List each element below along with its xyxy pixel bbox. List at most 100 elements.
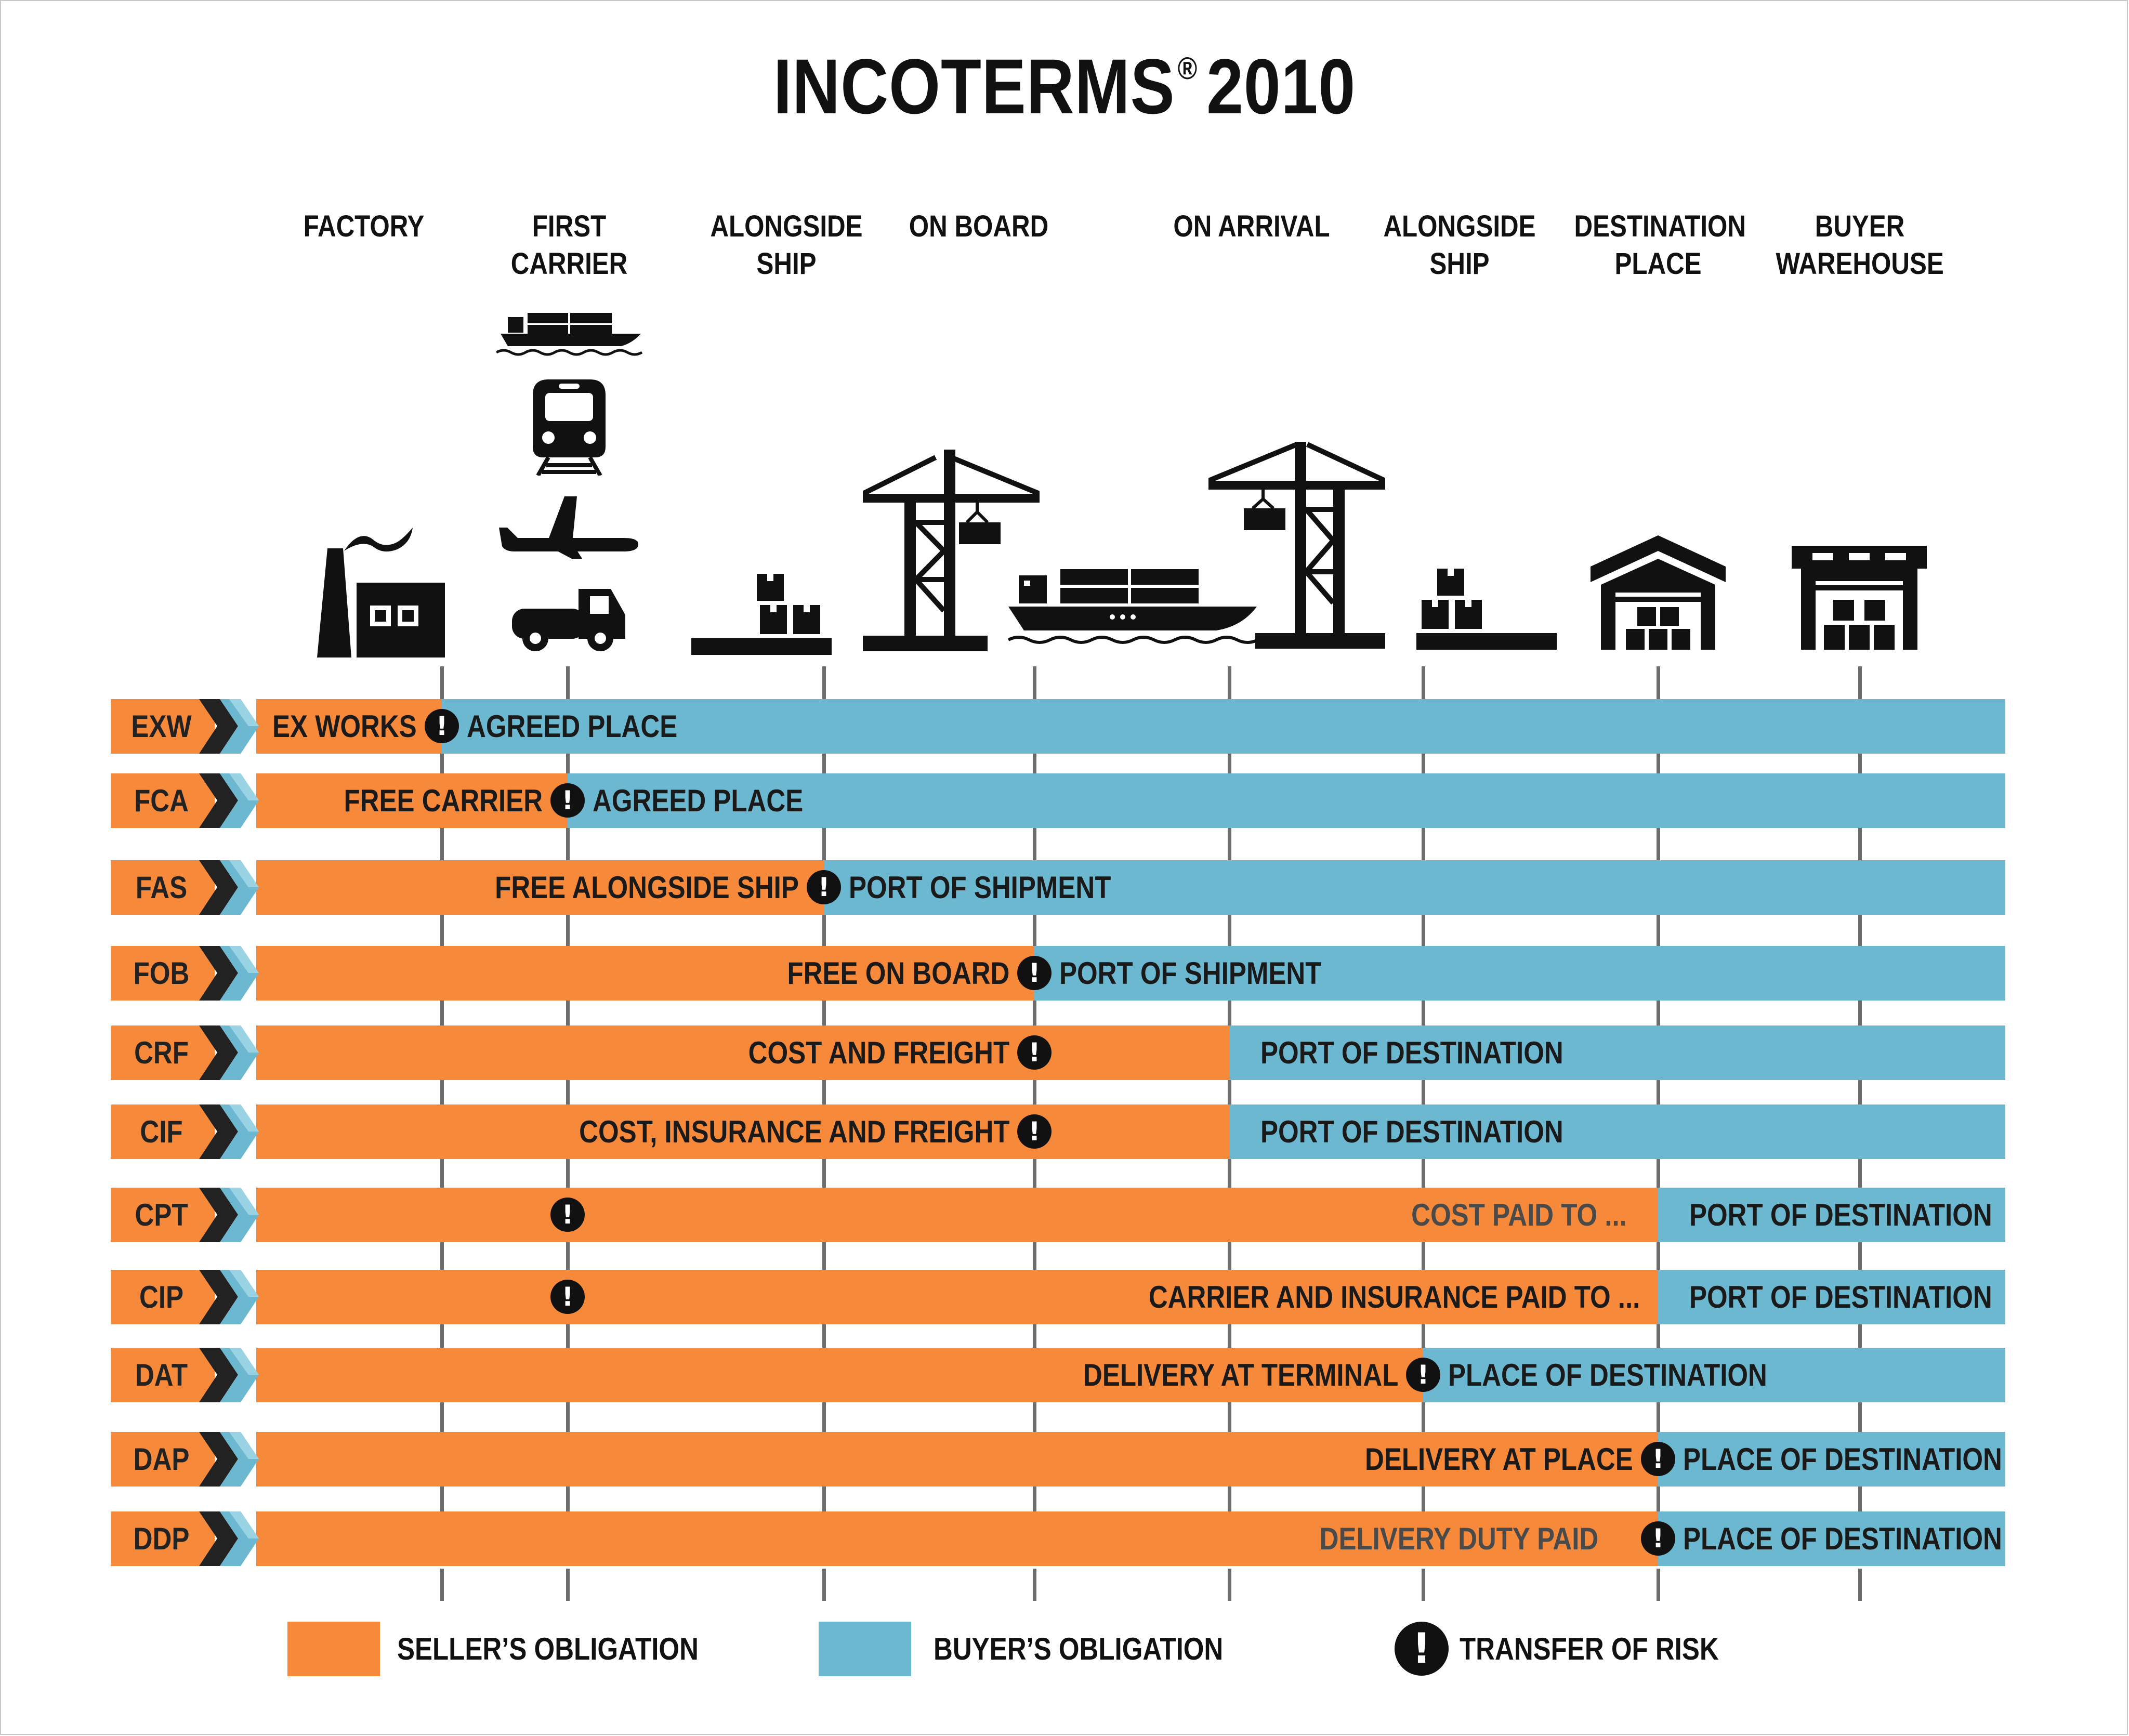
airplane-icon	[499, 496, 638, 559]
stage-tick	[1033, 1080, 1036, 1104]
stage-tick	[1033, 1487, 1036, 1511]
buyer-obligation-bar	[442, 699, 2005, 754]
incoterm-row-fca: FCA FREE CARRIER AGREED PLACE!	[111, 773, 2005, 828]
stage-tick	[440, 1569, 444, 1601]
legend-risk-icon: !	[1395, 1622, 1449, 1676]
stage-tick	[440, 1159, 444, 1188]
stage-header-5: ON ARRIVAL	[1173, 209, 1330, 243]
buyer-term-label: PORT OF DESTINATION	[1689, 1280, 1992, 1314]
seller-term-label: COST, INSURANCE AND FREIGHT	[579, 1114, 1009, 1149]
buyer-obligation-bar	[824, 860, 2005, 915]
factory-icon	[317, 528, 445, 657]
truck-icon	[512, 589, 625, 651]
stage-tick	[1228, 754, 1231, 773]
incoterm-row-ddp: DDP DELIVERY DUTY PAID PLACE OF DESTINATIO…	[111, 1511, 2005, 1566]
term-code: FCA	[134, 783, 189, 818]
term-code: DAT	[135, 1358, 188, 1392]
seller-term-label: DELIVERY AT PLACE	[1365, 1442, 1633, 1477]
stage-tick	[1422, 1159, 1425, 1188]
stage-tick	[566, 1080, 570, 1104]
stage-tick	[1657, 754, 1660, 773]
term-code-badge: FOB	[111, 946, 215, 1001]
stage-tick	[440, 666, 444, 699]
stage-tick	[822, 1402, 826, 1432]
stage-tick	[1657, 1001, 1660, 1025]
incoterm-row-exw: EXW EX WORKS AGREED PLACE!	[111, 699, 2005, 754]
stage-tick	[1033, 1402, 1036, 1432]
term-code: DDP	[133, 1521, 190, 1556]
term-code-badge: CIF	[111, 1104, 215, 1159]
stage-tick	[1422, 754, 1425, 773]
incoterm-row-dat: DAT DELIVERY AT TERMINAL PLACE OF DESTINAT…	[111, 1348, 2005, 1402]
stage-tick	[1228, 915, 1231, 946]
stage-tick	[1033, 1159, 1036, 1188]
chevron-arrow-icon	[199, 1511, 261, 1566]
buyer-term-label: PLACE OF DESTINATION	[1683, 1442, 2002, 1477]
seller-obligation-bar	[256, 1432, 1658, 1487]
legend-buyer-label: BUYER’S OBLIGATION	[934, 1632, 1224, 1666]
stage-tick	[440, 1080, 444, 1104]
chevron-arrow-icon	[199, 1025, 261, 1080]
stage-tick	[1228, 1402, 1231, 1432]
stage-tick	[566, 1569, 570, 1601]
seller-term-label: DELIVERY AT TERMINAL	[1083, 1358, 1398, 1392]
page-title: INCOTERMS® 2010	[773, 43, 1356, 130]
seller-obligation-bar	[256, 699, 442, 754]
chevron-arrow-icon	[199, 699, 261, 754]
stage-tick	[822, 1001, 826, 1025]
stage-tick	[1228, 828, 1231, 860]
stage-tick	[1422, 1487, 1425, 1511]
stage-tick	[1657, 666, 1660, 699]
port-crane-icon	[863, 450, 1040, 651]
incoterm-row-cip: CIP CARRIER AND INSURANCE PAID TO ... PORT…	[111, 1270, 2005, 1324]
chevron-arrow-icon	[199, 946, 261, 1001]
seller-obligation-bar	[256, 1348, 1423, 1402]
stage-tick	[1858, 1402, 1862, 1432]
stage-tick	[440, 1324, 444, 1348]
term-code: DAP	[133, 1442, 190, 1477]
transfer-of-risk-icon: !	[550, 1280, 585, 1314]
stage-tick	[822, 1487, 826, 1511]
stage-tick	[1422, 1242, 1425, 1270]
seller-term-label: FREE CARRIER	[344, 783, 543, 818]
legend-buyer-swatch	[819, 1622, 911, 1676]
stage-tick	[822, 915, 826, 946]
stage-tick	[1033, 1001, 1036, 1025]
stage-tick	[1228, 1001, 1231, 1025]
stage-tick	[1657, 1242, 1660, 1270]
legend-seller-label: SELLER’S OBLIGATION	[397, 1632, 699, 1666]
legend-seller-swatch	[287, 1622, 380, 1676]
stage-tick	[440, 828, 444, 860]
stage-tick	[822, 1324, 826, 1348]
stage-tick	[1228, 1324, 1231, 1348]
stage-tick	[1033, 666, 1036, 699]
buyer-obligation-bar	[1658, 1270, 2005, 1324]
buyer-obligation-bar	[1658, 1511, 2005, 1566]
term-code-badge: FAS	[111, 860, 215, 915]
term-code-badge: DDP	[111, 1511, 215, 1566]
stage-tick	[1657, 1402, 1660, 1432]
stage-tick	[1228, 666, 1231, 699]
stage-tick	[1033, 754, 1036, 773]
buyer-term-label: PORT OF DESTINATION	[1689, 1198, 1992, 1232]
incoterm-row-cif: CIF COST, INSURANCE AND FREIGHT PORT OF DE…	[111, 1104, 2005, 1159]
stage-tick	[566, 1324, 570, 1348]
stage-tick	[1657, 1324, 1660, 1348]
term-code: FAS	[135, 870, 188, 905]
seller-obligation-bar	[256, 1025, 1229, 1080]
term-code-badge: CRF	[111, 1025, 215, 1080]
cargo-pallet-icon	[1416, 569, 1557, 650]
stage-tick	[1422, 915, 1425, 946]
container-ship-icon	[1008, 569, 1258, 644]
seller-obligation-bar	[256, 946, 1034, 1001]
incoterm-row-dap: DAP DELIVERY AT PLACE PLACE OF DESTINATION…	[111, 1432, 2005, 1487]
stage-tick	[1422, 1569, 1425, 1601]
stage-tick	[440, 915, 444, 946]
stage-tick	[1858, 1569, 1862, 1601]
stage-tick	[566, 1402, 570, 1432]
stage-tick	[440, 1402, 444, 1432]
stage-tick	[566, 1159, 570, 1188]
transfer-of-risk-icon: !	[1017, 1035, 1052, 1070]
seller-obligation-bar	[256, 1511, 1658, 1566]
